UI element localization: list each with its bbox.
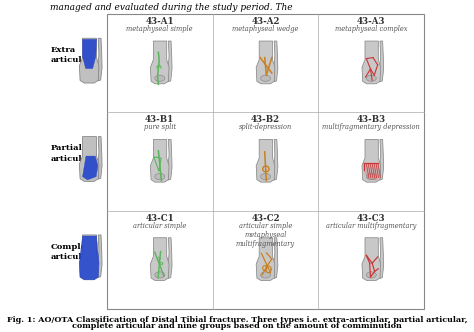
Ellipse shape [155,174,165,180]
Text: metaphyseal wedge: metaphyseal wedge [232,25,299,33]
Polygon shape [274,238,278,279]
Ellipse shape [366,75,376,81]
Polygon shape [362,139,381,182]
Polygon shape [168,139,172,180]
Polygon shape [274,41,278,82]
Text: 43-B2: 43-B2 [251,115,280,124]
Text: 43-A3: 43-A3 [357,17,385,26]
Text: 43-A1: 43-A1 [146,17,174,26]
Bar [107,14,424,309]
Text: metaphyseal simple: metaphyseal simple [127,25,193,33]
Polygon shape [168,238,172,279]
Ellipse shape [155,272,165,278]
Text: multifragmentary depression: multifragmentary depression [322,123,420,131]
Text: pure split: pure split [144,123,176,131]
Polygon shape [362,41,381,84]
Polygon shape [380,139,383,180]
Text: metaphyseal complex: metaphyseal complex [335,25,408,33]
Polygon shape [380,41,383,82]
Text: Extra
articular: Extra articular [51,46,92,64]
Polygon shape [98,235,102,278]
Polygon shape [82,39,97,68]
Polygon shape [150,139,169,182]
Polygon shape [256,238,275,281]
Text: articular simple
metaphyseal
multifragmentary: articular simple metaphyseal multifragme… [236,222,295,248]
Polygon shape [150,41,169,84]
Text: 43-B1: 43-B1 [145,115,174,124]
Ellipse shape [261,272,271,278]
Ellipse shape [261,75,271,81]
Polygon shape [79,38,99,83]
Text: managed and evaluated during the study period. The: managed and evaluated during the study p… [50,3,292,12]
Ellipse shape [366,174,376,180]
Text: Complete
articular: Complete articular [51,243,96,261]
Polygon shape [364,163,380,180]
Polygon shape [274,139,278,180]
Text: split-depression: split-depression [239,123,292,131]
Polygon shape [79,235,99,280]
Ellipse shape [155,75,165,81]
Polygon shape [98,38,102,81]
Polygon shape [98,136,102,179]
Polygon shape [362,238,381,281]
Polygon shape [256,41,275,84]
Polygon shape [79,236,99,280]
Polygon shape [82,156,98,180]
Text: 43-C2: 43-C2 [251,214,280,223]
Polygon shape [256,139,275,182]
Text: articular multifragmentary: articular multifragmentary [326,222,417,230]
Ellipse shape [261,174,271,180]
Polygon shape [380,238,383,279]
Text: 43-C1: 43-C1 [146,214,174,223]
Polygon shape [79,136,99,181]
Text: 43-A2: 43-A2 [251,17,280,26]
Text: Partial
articular: Partial articular [51,144,92,163]
Polygon shape [168,41,172,82]
Text: 43-C3: 43-C3 [357,214,386,223]
Text: complete articular and nine groups based on the amount of comminution: complete articular and nine groups based… [72,322,402,330]
Polygon shape [150,238,169,281]
Ellipse shape [366,272,376,278]
Text: Fig. 1: AO/OTA Classification of Distal Tibial fracture. Three types i.e. extra-: Fig. 1: AO/OTA Classification of Distal … [7,316,467,324]
Text: articular simple: articular simple [133,222,186,230]
Text: 43-B3: 43-B3 [357,115,386,124]
